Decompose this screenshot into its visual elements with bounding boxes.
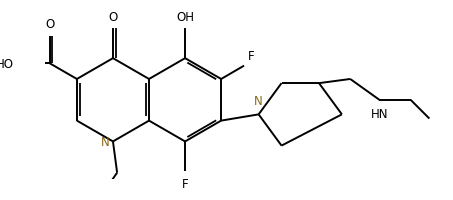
Text: O: O [45,18,54,31]
Text: HN: HN [371,108,388,121]
Text: N: N [254,94,263,107]
Text: O: O [108,11,118,24]
Text: F: F [182,177,188,190]
Text: OH: OH [176,11,194,24]
Text: HO: HO [0,58,14,71]
Text: N: N [101,135,110,148]
Text: F: F [247,50,254,63]
